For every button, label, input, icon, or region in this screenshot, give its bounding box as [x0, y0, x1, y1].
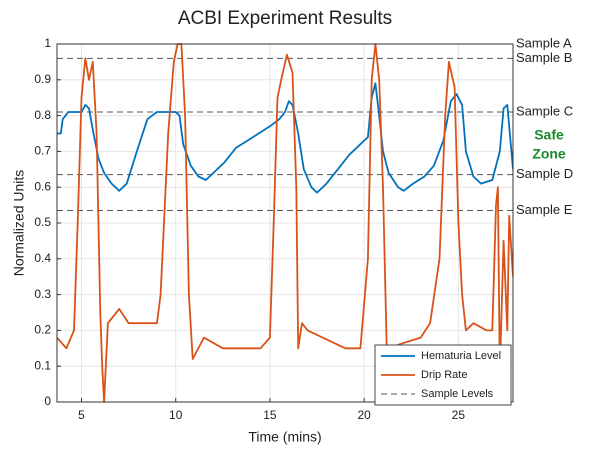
series-line	[57, 82, 513, 194]
y-tick-label: 0.8	[34, 108, 51, 122]
y-tick-label: 0.2	[34, 323, 51, 337]
annotation: Safe	[534, 127, 564, 143]
series-line	[57, 43, 513, 403]
annotation: Zone	[532, 146, 566, 162]
axes-box	[56, 43, 514, 403]
x-tick-label: 15	[263, 408, 277, 422]
y-tick-label: 1	[44, 36, 51, 50]
x-tick-label: 10	[169, 408, 183, 422]
y-tick-label: 0.4	[34, 251, 51, 265]
legend-label: Hematuria Level	[421, 350, 501, 362]
y-tick-label: 0.5	[34, 215, 51, 229]
y-tick-label: 0.3	[34, 287, 51, 301]
y-tick-label: 0.7	[34, 144, 51, 158]
y-tick-label: 0.1	[34, 358, 51, 372]
y-tick-label: 0	[44, 394, 51, 408]
y-axis-label: Normalized Units	[11, 170, 27, 277]
sample-level-label: Sample E	[516, 202, 573, 217]
x-tick-label: 25	[452, 408, 466, 422]
x-axis-label: Time (mins)	[248, 429, 321, 445]
y-tick-label: 0.9	[34, 72, 51, 86]
sample-level-label: Sample C	[516, 103, 573, 118]
y-tick-label: 0.6	[34, 179, 51, 193]
legend-label: Drip Rate	[421, 369, 467, 381]
sample-level-label: Sample B	[516, 50, 572, 65]
x-tick-label: 5	[78, 408, 85, 422]
sample-level-label: Sample A	[516, 35, 572, 50]
chart-title: ACBI Experiment Results	[178, 8, 392, 29]
x-tick-label: 20	[357, 408, 371, 422]
legend-label: Sample Levels	[421, 388, 494, 400]
sample-level-label: Sample D	[516, 166, 573, 181]
